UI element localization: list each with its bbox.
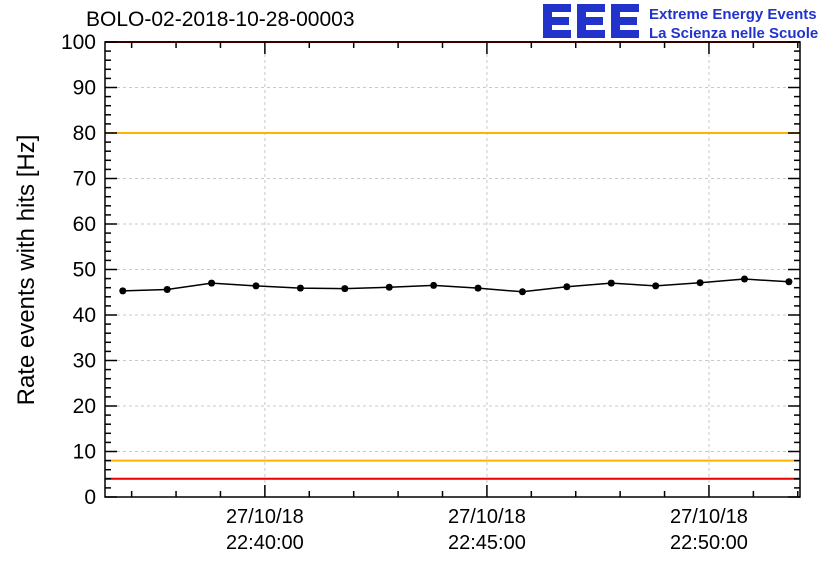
data-point: [430, 281, 438, 289]
axis-ticks: [105, 41, 800, 498]
data-point: [696, 279, 704, 287]
logo-line1: Extreme Energy Events: [649, 6, 817, 23]
y-tick-label: 70: [73, 168, 96, 191]
data-point: [474, 284, 482, 292]
data-point: [208, 279, 216, 287]
data-point: [652, 282, 660, 290]
y-tick-label: 80: [73, 122, 96, 145]
data-point: [341, 285, 349, 293]
y-tick-label: 10: [73, 441, 96, 464]
page-title: BOLO-02-2018-10-28-00003: [86, 8, 355, 31]
x-tick-label-date: 27/10/18: [670, 506, 748, 528]
x-tick-label-date: 27/10/18: [448, 506, 526, 528]
eee-logo: EEE Extreme Energy Events La Scienza nel…: [543, 3, 818, 43]
axis-tick-labels: 0 10 20 30 40 50 60 70 80 90 100 27/10/18 22:40:00 27…: [61, 31, 748, 554]
grid-lines: [105, 42, 800, 497]
data-point: [252, 282, 260, 290]
y-tick-label: 40: [73, 304, 96, 327]
data-point: [296, 284, 304, 292]
x-tick-label-time: 22:50:00: [670, 532, 748, 554]
y-tick-label: 20: [73, 395, 96, 418]
data-point: [785, 278, 793, 286]
y-tick-label: 100: [61, 31, 96, 54]
x-tick-label-date: 27/10/18: [226, 506, 304, 528]
data-point: [518, 288, 526, 296]
logo-line2: La Scienza nelle Scuole: [649, 25, 819, 42]
logo-text: Extreme Energy Events La Scienza nelle S…: [649, 3, 818, 43]
data-point: [607, 279, 615, 287]
x-tick-label-time: 22:45:00: [448, 532, 526, 554]
data-point: [119, 287, 127, 295]
data-point: [740, 275, 748, 283]
data-point: [163, 286, 171, 294]
reference-lines: [105, 41, 800, 480]
data-point: [563, 283, 571, 291]
y-tick-label: 90: [73, 77, 96, 100]
eee-logo-icon: [543, 4, 639, 38]
y-tick-label: 30: [73, 350, 96, 373]
data-point: [385, 283, 393, 291]
y-tick-label: 0: [84, 486, 96, 509]
y-tick-label: 50: [73, 259, 96, 282]
series-line: [122, 278, 789, 293]
x-tick-label-time: 22:40:00: [226, 532, 304, 554]
y-tick-label: 60: [73, 213, 96, 236]
series-rate-events-with-hits: [119, 275, 793, 296]
